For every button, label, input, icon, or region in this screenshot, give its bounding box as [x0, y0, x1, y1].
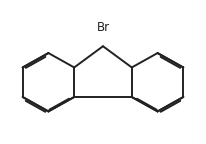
Text: Br: Br [96, 21, 110, 34]
